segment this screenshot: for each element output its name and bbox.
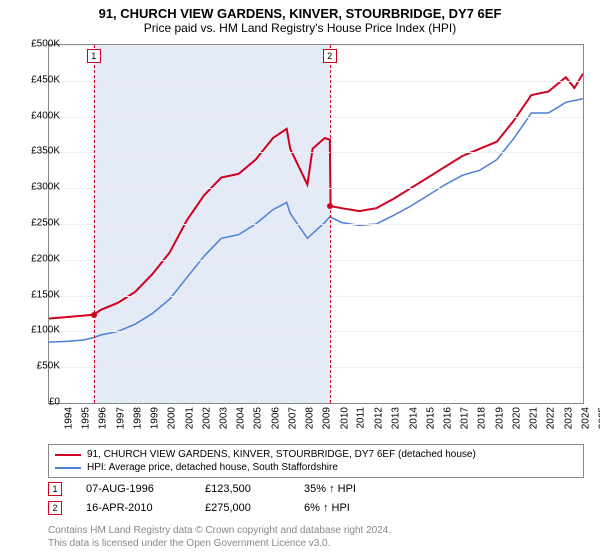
y-axis-label: £400K — [31, 110, 60, 121]
event-marker: 2 — [323, 49, 337, 63]
x-axis-label: 2012 — [373, 407, 384, 429]
footer-line1: Contains HM Land Registry data © Crown c… — [48, 524, 391, 537]
x-axis-label: 2014 — [408, 407, 419, 429]
event-number: 2 — [48, 501, 62, 515]
grid-line — [49, 296, 583, 297]
x-axis-label: 2013 — [391, 407, 402, 429]
series-property — [49, 74, 583, 319]
event-date: 16-APR-2010 — [86, 502, 181, 514]
y-axis-label: £500K — [31, 39, 60, 50]
event-price: £275,000 — [205, 502, 280, 514]
y-axis-label: £200K — [31, 253, 60, 264]
x-axis-label: 2002 — [201, 407, 212, 429]
events-table: 1 07-AUG-1996 £123,500 35% ↑ HPI 2 16-APR-201… — [48, 482, 356, 520]
chart-container: 91, CHURCH VIEW GARDENS, KINVER, STOURBR… — [0, 0, 600, 560]
event-row: 1 07-AUG-1996 £123,500 35% ↑ HPI — [48, 482, 356, 496]
event-number: 1 — [48, 482, 62, 496]
x-axis-label: 1997 — [115, 407, 126, 429]
legend-label: 91, CHURCH VIEW GARDENS, KINVER, STOURBR… — [87, 449, 476, 460]
grid-line — [49, 117, 583, 118]
grid-line — [49, 81, 583, 82]
x-axis-label: 2023 — [563, 407, 574, 429]
event-delta: 6% ↑ HPI — [304, 502, 350, 514]
legend: 91, CHURCH VIEW GARDENS, KINVER, STOURBR… — [48, 444, 584, 478]
x-axis-label: 1999 — [149, 407, 160, 429]
x-axis-label: 1998 — [132, 407, 143, 429]
y-axis-label: £100K — [31, 325, 60, 336]
x-axis-label: 2008 — [304, 407, 315, 429]
grid-line — [49, 188, 583, 189]
event-date: 07-AUG-1996 — [86, 483, 181, 495]
grid-line — [49, 152, 583, 153]
y-axis-label: £300K — [31, 182, 60, 193]
plot-area: 12 — [48, 44, 584, 404]
x-axis-label: 2016 — [442, 407, 453, 429]
legend-swatch — [55, 454, 81, 456]
y-axis-label: £250K — [31, 218, 60, 229]
y-axis-label: £0 — [49, 397, 60, 408]
x-axis-label: 1995 — [80, 407, 91, 429]
grid-line — [49, 45, 583, 46]
x-axis-label: 2024 — [580, 407, 591, 429]
x-axis-label: 2000 — [167, 407, 178, 429]
x-axis-label: 1996 — [98, 407, 109, 429]
footer-line2: This data is licensed under the Open Gov… — [48, 537, 391, 550]
grid-line — [49, 260, 583, 261]
x-axis-label: 2009 — [322, 407, 333, 429]
x-axis-label: 1994 — [63, 407, 74, 429]
y-axis-label: £450K — [31, 74, 60, 85]
event-delta: 35% ↑ HPI — [304, 483, 356, 495]
x-axis-label: 2019 — [494, 407, 505, 429]
x-axis-label: 2015 — [425, 407, 436, 429]
x-axis-label: 2006 — [270, 407, 281, 429]
grid-line — [49, 367, 583, 368]
legend-row: HPI: Average price, detached house, Sout… — [55, 461, 577, 474]
x-axis-label: 2005 — [253, 407, 264, 429]
x-axis-label: 2011 — [355, 407, 366, 429]
event-line — [94, 45, 95, 403]
x-axis-label: 2007 — [287, 407, 298, 429]
x-axis-label: 2004 — [236, 407, 247, 429]
grid-line — [49, 224, 583, 225]
x-axis-label: 2020 — [511, 407, 522, 429]
x-axis-label: 2010 — [339, 407, 350, 429]
grid-line — [49, 331, 583, 332]
chart-subtitle: Price paid vs. HM Land Registry's House … — [0, 21, 600, 39]
chart-title: 91, CHURCH VIEW GARDENS, KINVER, STOURBR… — [0, 0, 600, 21]
x-axis-label: 2022 — [546, 407, 557, 429]
y-axis-label: £350K — [31, 146, 60, 157]
footer: Contains HM Land Registry data © Crown c… — [48, 524, 391, 550]
x-axis-label: 2001 — [184, 407, 195, 429]
legend-swatch — [55, 467, 81, 469]
y-axis-label: £50K — [37, 361, 60, 372]
legend-label: HPI: Average price, detached house, Sout… — [87, 462, 338, 473]
legend-row: 91, CHURCH VIEW GARDENS, KINVER, STOURBR… — [55, 448, 577, 461]
x-axis-label: 2018 — [477, 407, 488, 429]
event-price: £123,500 — [205, 483, 280, 495]
event-row: 2 16-APR-2010 £275,000 6% ↑ HPI — [48, 501, 356, 515]
event-marker: 1 — [87, 49, 101, 63]
event-line — [330, 45, 331, 403]
event-dot — [91, 312, 97, 318]
x-axis-label: 2021 — [528, 407, 539, 429]
x-axis-label: 2003 — [218, 407, 229, 429]
event-dot — [327, 203, 333, 209]
y-axis-label: £150K — [31, 289, 60, 300]
x-axis-label: 2017 — [459, 407, 470, 429]
